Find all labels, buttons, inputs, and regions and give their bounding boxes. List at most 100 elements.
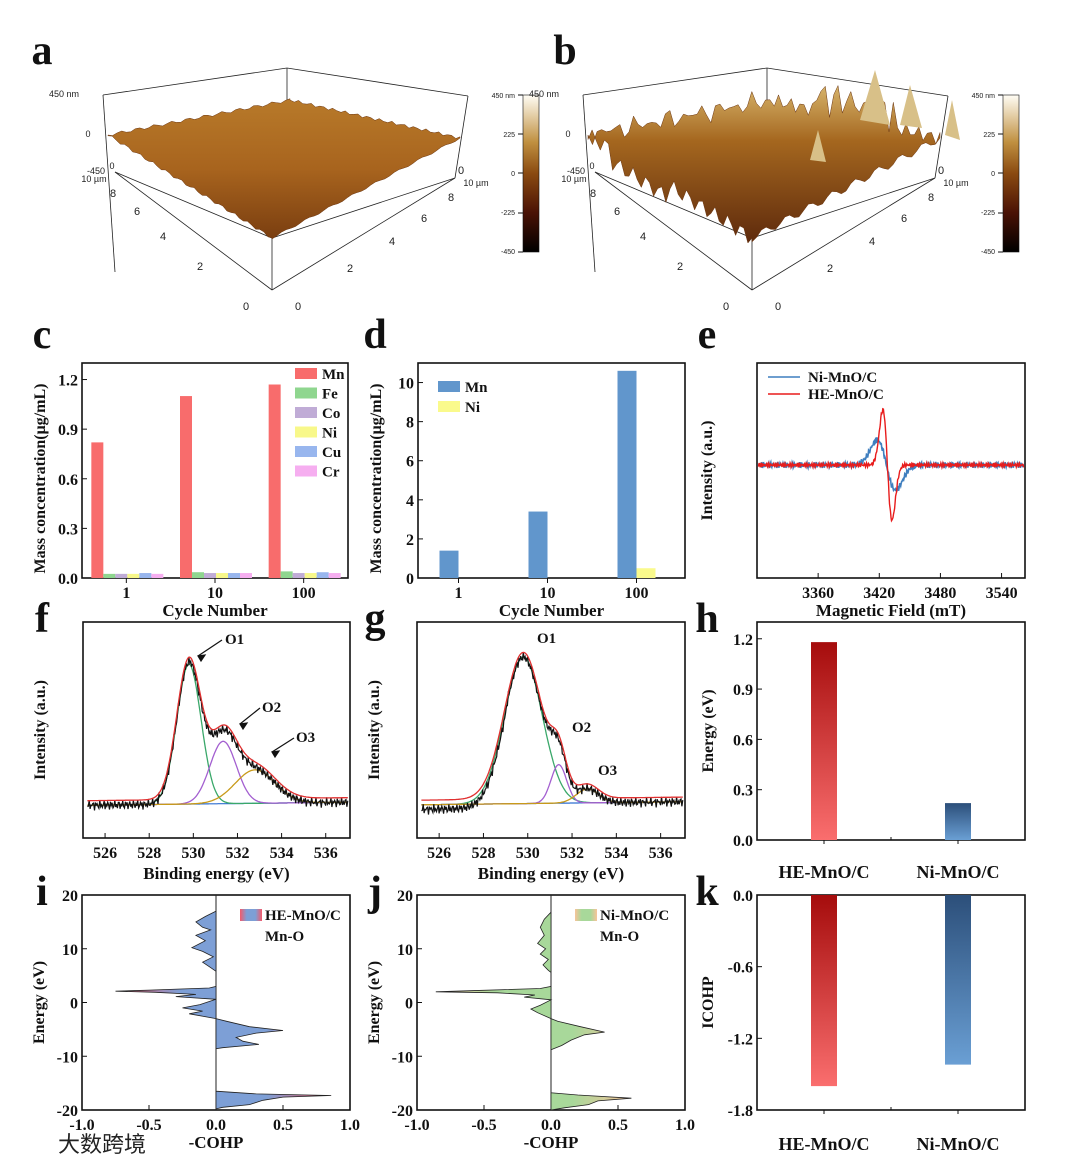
x-tick-label: -1.0 [69, 1117, 94, 1134]
bar-ni-100 [636, 568, 656, 578]
bar-fe-1 [103, 573, 116, 578]
x-tick-label: 532 [560, 845, 584, 862]
afm-y-tick: 6 [421, 213, 427, 225]
afm-y-tick: 2 [827, 263, 833, 275]
colorbar-tick-label: 0 [991, 171, 995, 178]
x-tick-label: 3360 [802, 585, 834, 602]
y-axis-label: Energy (eV) [366, 961, 383, 1044]
arrow-head [239, 722, 249, 731]
x-tick-label: 3540 [986, 585, 1018, 602]
bar-ni-mno-c [945, 803, 971, 840]
legend-swatch-cu [295, 446, 317, 457]
plot-frame-e [756, 362, 1026, 579]
bar-mn-100 [617, 370, 637, 578]
bar-mn-1 [91, 442, 104, 578]
x-tick-label: 536 [649, 845, 673, 862]
x-tick-label: 0.5 [273, 1117, 293, 1134]
bar-mn-100 [268, 384, 281, 578]
legend-label: Mn-O [600, 929, 639, 945]
legend-swatch-fe [295, 387, 317, 399]
x-tick-label: 1.0 [675, 1117, 695, 1134]
y-tick-label: 0 [70, 996, 78, 1013]
bar-cu-100 [316, 572, 329, 578]
bar-co-10 [204, 573, 216, 578]
colorbar-tick-label: -225 [501, 210, 515, 217]
afm-y-tick: 4 [389, 236, 395, 248]
legend-swatch-co [295, 407, 317, 418]
legend-label-cr: Cr [322, 465, 340, 481]
afm-x-tick: 4 [160, 231, 166, 243]
panel-label-k: k [695, 869, 719, 915]
x-tick-label: -0.5 [471, 1117, 496, 1134]
x-tick-label: 1.0 [340, 1117, 360, 1134]
peak-annotation-o3: O3 [598, 763, 617, 779]
x-tick-label: 530 [181, 845, 205, 862]
y-tick-label: 0.0 [733, 833, 753, 850]
bar-ni-10 [216, 573, 228, 578]
x-tick-label: 0.5 [608, 1117, 628, 1134]
annotation-arrow [239, 707, 261, 725]
legend-label-mn: Mn [465, 380, 488, 396]
afm-colorbar [522, 94, 540, 253]
y-tick-label: 10 [398, 376, 414, 393]
afm-surface [587, 84, 941, 244]
afm-x-tick: 0 [243, 301, 249, 313]
afm-box-edge [582, 94, 596, 273]
x-tick-label: 528 [471, 845, 495, 862]
colorbar-tick-label: 0 [511, 171, 515, 178]
bar-cr-10 [240, 573, 252, 578]
y-axis-label: Intensity (a.u.) [32, 680, 49, 780]
peak-annotation-o3: O3 [296, 730, 315, 746]
panel-label-i: i [36, 869, 48, 915]
afm-x-tick: 0 [723, 301, 729, 313]
panel-label-b: b [553, 28, 576, 74]
y-tick-label: 2 [406, 532, 414, 549]
y-tick-label: -10 [57, 1049, 78, 1066]
y-axis-label: Mass concentration(μg/mL) [32, 384, 49, 574]
y-axis-label: Intensity (a.u.) [366, 680, 383, 780]
x-category-label: Ni-MnO/C [917, 1134, 1000, 1154]
xps-fit-envelope [87, 656, 348, 802]
bar-co-1 [115, 573, 128, 578]
legend-label-0: Ni-MnO/C [808, 370, 877, 386]
y-tick-label: -20 [57, 1103, 78, 1120]
x-tick-label: 526 [93, 845, 117, 862]
afm-box-edge [454, 95, 469, 179]
x-tick-label: -1.0 [404, 1117, 429, 1134]
x-tick-label: 1 [455, 585, 463, 602]
x-tick-label: 100 [292, 585, 316, 602]
bar-ni-1 [127, 573, 140, 578]
x-tick-label: 0.0 [541, 1117, 561, 1134]
afm-colorbar [1002, 94, 1020, 253]
y-tick-label: -20 [392, 1103, 413, 1120]
x-axis-label: Binding energy (eV) [478, 864, 624, 883]
legend-label-fe: Fe [322, 387, 338, 403]
y-tick-label: 0.0 [58, 571, 78, 588]
afm-box-edge [114, 171, 273, 291]
panel-label-h: h [695, 596, 718, 642]
afm-z-tick: 450 nm [529, 89, 559, 99]
legend-swatch [575, 909, 597, 921]
y-tick-label: 0 [406, 571, 414, 588]
afm-box-edge [594, 171, 753, 239]
x-tick-label: 534 [270, 845, 294, 862]
x-tick-label: 10 [207, 585, 223, 602]
x-axis-label: Magnetic Field (mT) [816, 601, 966, 620]
x-axis-label: -COHP [524, 1133, 579, 1152]
legend-swatch-cr [295, 465, 317, 477]
bar-ni-mno-c [945, 895, 971, 1065]
colorbar-tick-label: -450 [981, 249, 995, 256]
plot-frame-f [82, 621, 351, 839]
y-axis-label: Mass concentration(μg/mL) [368, 384, 385, 574]
afm-y-tick: 8 [928, 192, 934, 204]
afm-box-edge [594, 171, 753, 291]
y-axis-label: Energy (eV) [31, 961, 48, 1044]
afm-y-tick: 2 [347, 263, 353, 275]
y-tick-label: 4 [406, 493, 414, 510]
afm-box-edge [751, 177, 936, 291]
afm-peak [945, 100, 960, 140]
xps-fit-envelope [421, 651, 683, 801]
panel-label-d: d [363, 312, 386, 358]
panel-label-e: e [698, 312, 717, 358]
